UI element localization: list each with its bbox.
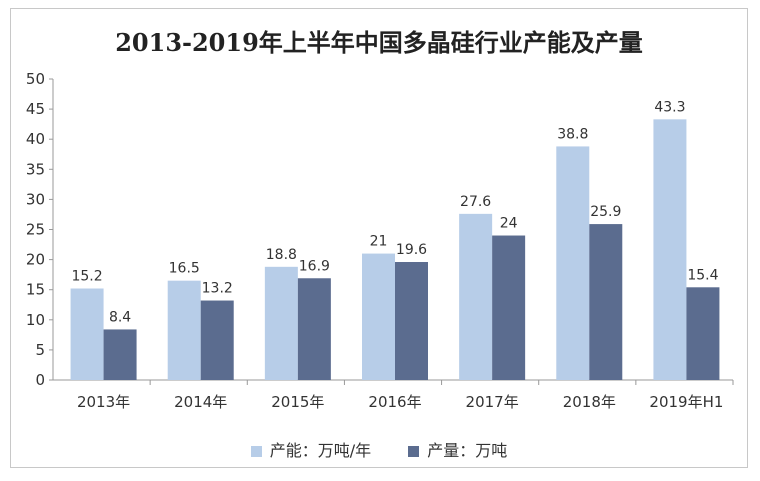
- y-tick-label: 10: [26, 311, 45, 329]
- data-label-capacity: 43.3: [654, 99, 685, 115]
- x-tick-label: 2013年: [77, 393, 130, 411]
- legend-item-output: 产量：万吨: [408, 437, 507, 461]
- x-tick-label: 2015年: [271, 393, 324, 411]
- data-label-capacity: 21: [370, 234, 388, 250]
- legend-swatch-output: [408, 446, 420, 457]
- y-tick-label: 30: [26, 190, 45, 208]
- data-label-capacity: 16.5: [169, 261, 200, 277]
- x-tick-label: 2014年: [174, 393, 227, 411]
- data-label-output: 15.4: [687, 267, 718, 283]
- chart-title: 2013-2019年上半年中国多晶硅行业产能及产量: [115, 28, 643, 57]
- x-tick-label: 2016年: [368, 393, 421, 411]
- y-tick-label: 45: [26, 100, 45, 118]
- x-tick-label: 2019年H1: [649, 393, 723, 411]
- y-tick-label: 15: [26, 281, 45, 299]
- y-tick-label: 20: [26, 251, 45, 269]
- y-tick-label: 5: [35, 341, 45, 359]
- legend-item-capacity: 产能：万吨/年: [250, 437, 372, 461]
- y-tick-label: 35: [26, 160, 45, 178]
- bar-output: [395, 262, 428, 380]
- bar-capacity: [362, 253, 395, 380]
- bar-chart: 0 5 10 15 20 25 30 35 40 45 50 15.2 8.4 2013年 16.513.2…: [26, 70, 734, 411]
- data-label-output: 8.4: [109, 309, 131, 325]
- legend: 产能：万吨/年 产量：万吨: [11, 437, 747, 461]
- y-tick-label: 25: [26, 221, 45, 239]
- bar-capacity: [70, 288, 104, 380]
- legend-swatch-capacity: [250, 446, 262, 457]
- bar-output: [297, 278, 331, 380]
- data-label-capacity: 15.2: [71, 268, 102, 284]
- data-label-output: 16.9: [299, 258, 330, 274]
- legend-label-capacity: 产能：万吨/年: [269, 441, 372, 460]
- data-label-capacity: 27.6: [460, 194, 491, 210]
- data-label-output: 19.6: [396, 242, 427, 258]
- data-label-output: 24: [500, 216, 518, 232]
- bar-capacity: [459, 213, 493, 380]
- bar-output: [200, 300, 234, 380]
- bar-capacity: [556, 146, 590, 380]
- bar-output: [103, 329, 137, 380]
- y-tick-label: 0: [35, 371, 45, 389]
- bar-capacity: [167, 280, 201, 380]
- y-tick-label: 40: [26, 130, 45, 148]
- bar-output: [686, 287, 720, 380]
- data-label-output: 13.2: [202, 281, 233, 297]
- data-label-output: 25.9: [590, 204, 621, 220]
- x-tick-label: 2018年: [563, 393, 616, 411]
- chart-frame: 2013-2019年上半年中国多晶硅行业产能及产量 0 5 10 15 20 25 30 35…: [10, 8, 748, 468]
- bar-capacity: [653, 119, 687, 381]
- data-label-capacity: 18.8: [266, 247, 297, 263]
- bar-output: [589, 224, 623, 380]
- bar-capacity: [264, 266, 298, 380]
- x-tick-label: 2017年: [466, 393, 519, 411]
- y-tick-label: 50: [26, 70, 45, 88]
- bar-output: [492, 235, 526, 380]
- legend-label-output: 产量：万吨: [427, 441, 508, 460]
- data-label-capacity: 38.8: [557, 126, 588, 142]
